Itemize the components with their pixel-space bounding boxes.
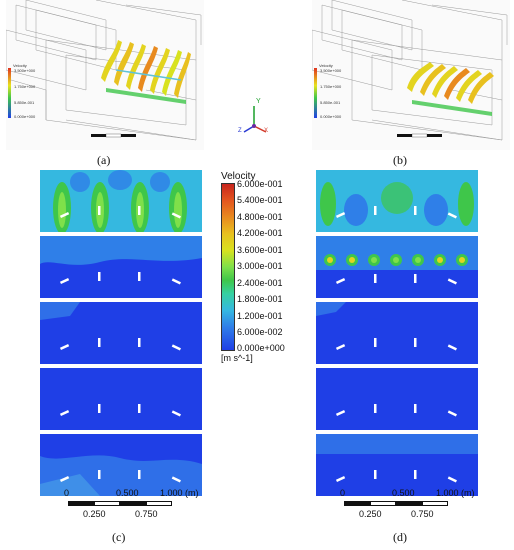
slice-d-2 [316,236,478,298]
colorbar-title: Velocity [221,171,256,182]
scale-c-label-3: 0.250 [83,509,106,519]
scale-d-seg-1 [344,501,370,506]
colorbar-gradient [221,183,235,351]
scale-bar-a [91,133,136,138]
scale-c-label-1: 0.500 [116,488,139,498]
axis-label-y: Y [256,98,261,105]
scale-bar-d: 0 0.500 1.000 (m) 0.250 0.750 [316,488,496,524]
small-legend-tick-b-2: 5.850e-001 [320,100,341,105]
small-legend-tick-b-1: 1.750e+000 [320,84,342,89]
slice-d-1 [316,170,478,232]
velocity-streamlines-b [407,62,494,116]
panel-label-d: (d) [393,530,407,544]
colorbar-tick-10: 0.000e+000 [237,343,285,353]
slice-d-4 [316,368,478,430]
scale-c-seg-2 [94,501,120,506]
colorbar-tick-9: 6.000e-002 [237,327,283,337]
scale-c-seg-4 [146,501,172,506]
axis-triad: Y X Z [238,98,272,138]
scale-d-label-3: 0.250 [359,509,382,519]
colorbar-tick-4: 3.600e-001 [237,245,283,255]
scale-d-label-1: 0.500 [392,488,415,498]
panel-d-slices [316,170,478,496]
small-legend-tick-b-3: 0.000e+000 [320,114,342,119]
panel-c-slices [40,170,202,496]
wireframe-3d-b [312,0,508,141]
small-legend-b [314,68,317,118]
scale-d-label-0: 0 [340,488,346,498]
slice-d-5 [316,434,478,496]
small-legend-tick-a-3: 0.000e+000 [14,114,36,119]
axis-label-x: X [264,128,269,134]
colorbar-tick-6: 2.400e-001 [237,278,283,288]
panel-label-c: (c) [112,530,126,544]
colorbar-tick-5: 3.000e-001 [237,261,283,271]
colorbar-tick-3: 4.200e-001 [237,228,283,238]
panel-label-a: (a) [97,153,111,167]
slice-c-5 [40,434,202,496]
colorbar-tick-0: 6.000e-001 [237,179,283,189]
colorbar-unit: [m s^-1] [221,353,253,363]
small-legend-tick-a-2: 5.850e-001 [14,100,35,105]
scale-d-seg-4 [422,501,448,506]
small-legend-a [8,68,11,118]
small-legend-tick-a-0: 3.500e+000 [14,68,36,73]
small-legend-tick-a-1: 1.750e+000 [14,84,36,89]
small-legend-tick-b-0: 3.500e+000 [320,68,342,73]
scale-c-seg-3 [120,501,146,506]
colorbar-tick-1: 5.400e-001 [237,195,283,205]
axis-label-z: Z [238,128,242,134]
scale-d-label-4: 0.750 [411,509,434,519]
colorbar-tick-8: 1.200e-001 [237,311,283,321]
scale-d-seg-2 [370,501,396,506]
panel-label-b: (b) [393,153,407,167]
slice-c-3 [40,302,202,364]
colorbar-tick-2: 4.800e-001 [237,212,283,222]
scale-c-label-2: 1.000 (m) [160,488,199,498]
scale-c-label-4: 0.750 [135,509,158,519]
slice-c-2 [40,236,202,298]
velocity-streamlines-a [101,40,191,104]
small-legend-title-b: Velocity [319,63,333,68]
scale-d-seg-3 [396,501,422,506]
slice-c-1 [40,170,202,232]
scale-bar-b [397,133,442,138]
scale-c-seg-1 [68,501,94,506]
scale-c-label-0: 0 [64,488,70,498]
slice-d-3 [316,302,478,364]
scale-d-label-2: 1.000 (m) [436,488,475,498]
axis-triad-icon [243,106,267,133]
colorbar-tick-7: 1.800e-001 [237,294,283,304]
small-legend-title-a: Velocity [13,63,27,68]
panel-a-3d-view: Velocity 3.500e+000 1.750e+000 5.850e-00… [6,0,204,150]
panel-b-3d-view: Velocity 3.500e+000 1.750e+000 5.850e-00… [312,0,510,150]
wireframe-3d-a [6,0,202,141]
scale-bar-c: 0 0.500 1.000 (m) 0.250 0.750 [40,488,220,524]
slice-c-4 [40,368,202,430]
